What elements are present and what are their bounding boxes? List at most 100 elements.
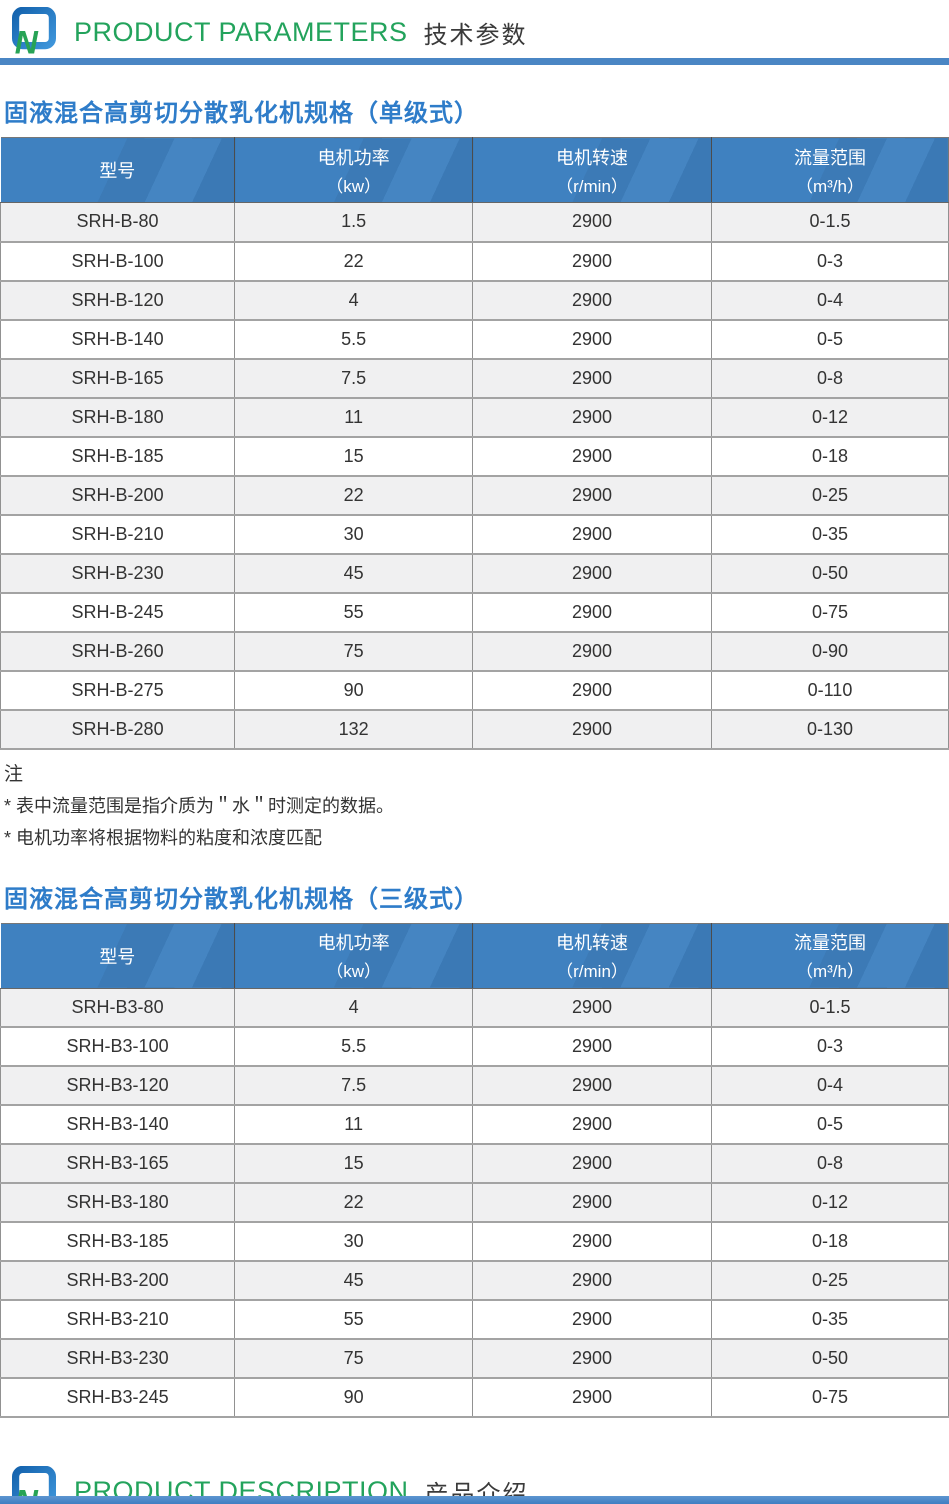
table-cell: 0-12	[710, 397, 949, 438]
table-cell: 0-35	[710, 1300, 949, 1340]
table-cell: 0-50	[710, 553, 949, 594]
header-cell: 型号	[0, 922, 236, 989]
table-cell: 0-110	[710, 670, 949, 711]
table-cell: 7.5	[234, 1066, 474, 1106]
table-cell: SRH-B3-80	[0, 988, 236, 1028]
table-cell: 15	[234, 436, 474, 477]
table-cell: 0-35	[710, 514, 949, 555]
table-cell: 0-90	[710, 631, 949, 672]
table-cell: SRH-B-200	[0, 475, 236, 516]
header-cell: 流量范围 （m³/h）	[711, 922, 949, 989]
note-label: 注	[4, 763, 24, 785]
table-cell: 5.5	[234, 1027, 474, 1067]
table-cell: SRH-B3-230	[0, 1339, 236, 1379]
header-cell: 电机转速 （r/min）	[472, 922, 712, 989]
table-cell: 2900	[472, 670, 712, 711]
table-row: SRH-B3-80 4 2900 0-1.5	[0, 988, 949, 1028]
table-body: SRH-B-80 1.5 2900 0-1.5 SRH-B-100 22 2900 0-3 SR…	[0, 202, 949, 750]
table-cell: 45	[234, 553, 474, 594]
table-row: SRH-B3-245 90 2900 0-75	[0, 1378, 949, 1418]
table-cell: 0-4	[710, 280, 949, 321]
footer-divider-rule	[0, 1496, 949, 1504]
table-cell: 0-130	[710, 709, 949, 750]
table-cell: SRH-B3-200	[0, 1261, 236, 1301]
table-cell: 132	[234, 709, 474, 750]
table-header: 型号 电机功率 （kw） 电机转速 （r/min） 流量范围 （m³/h）	[0, 137, 949, 203]
table-cell: 2900	[472, 988, 712, 1028]
svg-text:N: N	[15, 25, 39, 57]
table-cell: 0-25	[710, 475, 949, 516]
table-cell: 2900	[472, 1261, 712, 1301]
table-cell: 7.5	[234, 358, 474, 399]
table-cell: 0-50	[710, 1339, 949, 1379]
table-cell: SRH-B-180	[0, 397, 236, 438]
table-cell: SRH-B-245	[0, 592, 236, 633]
table-cell: SRH-B3-140	[0, 1105, 236, 1145]
table-row: SRH-B3-210 55 2900 0-35	[0, 1300, 949, 1340]
table-cell: 0-5	[710, 319, 949, 360]
table-cell: 0-3	[710, 241, 949, 282]
header-cell: 流量范围 （m³/h）	[711, 137, 949, 203]
note-item: * 表中流量范围是指介质为＂水＂时测定的数据。	[4, 795, 395, 816]
table-row: SRH-B-120 4 2900 0-4	[0, 280, 949, 321]
table-cell: SRH-B-260	[0, 631, 236, 672]
table-cell: 0-18	[710, 1222, 949, 1262]
header-title-en: PRODUCT PARAMETERS	[74, 16, 408, 47]
table-row: SRH-B3-100 5.5 2900 0-3	[0, 1027, 949, 1067]
table-row: SRH-B3-185 30 2900 0-18	[0, 1222, 949, 1262]
table-cell: 2900	[472, 1339, 712, 1379]
table-cell: 75	[234, 1339, 474, 1379]
table-row: SRH-B-260 75 2900 0-90	[0, 631, 949, 672]
table-cell: 0-75	[710, 1378, 949, 1418]
table-cell: 4	[234, 280, 474, 321]
table-cell: 0-8	[710, 358, 949, 399]
table-cell: 2900	[472, 1300, 712, 1340]
table-row: SRH-B-210 30 2900 0-35	[0, 514, 949, 555]
table-cell: SRH-B-210	[0, 514, 236, 555]
section-title-single-stage: 固液混合高剪切分散乳化机规格（单级式）	[4, 100, 479, 127]
table-cell: 90	[234, 670, 474, 711]
table-cell: 2900	[472, 709, 712, 750]
page-header: N PRODUCT PARAMETERS 技术参数	[0, 0, 949, 58]
table-cell: 22	[234, 241, 474, 282]
table-cell: SRH-B-80	[0, 202, 236, 243]
table-row: SRH-B3-200 45 2900 0-25	[0, 1261, 949, 1301]
table-cell: 55	[234, 1300, 474, 1340]
table-cell: 22	[234, 1183, 474, 1223]
table-cell: 4	[234, 988, 474, 1028]
table-row: SRH-B-80 1.5 2900 0-1.5	[0, 202, 949, 243]
table-cell: 2900	[472, 280, 712, 321]
table-cell: SRH-B3-210	[0, 1300, 236, 1340]
table-cell: SRH-B3-185	[0, 1222, 236, 1262]
table-cell: SRH-B-100	[0, 241, 236, 282]
header-cell: 电机转速 （r/min）	[472, 137, 712, 203]
table-row: SRH-B-140 5.5 2900 0-5	[0, 319, 949, 360]
table-cell: 2900	[472, 241, 712, 282]
single-stage-spec-table: 型号 电机功率 （kw） 电机转速 （r/min） 流量范围 （m³/h） SRH-B-80…	[0, 137, 949, 750]
table-row: SRH-B3-180 22 2900 0-12	[0, 1183, 949, 1223]
table-row: SRH-B3-165 15 2900 0-8	[0, 1144, 949, 1184]
table-cell: 1.5	[234, 202, 474, 243]
table-cell: 2900	[472, 202, 712, 243]
table-cell: 2900	[472, 1144, 712, 1184]
table-row: SRH-B-280 132 2900 0-130	[0, 709, 949, 750]
header-title-cn: 技术参数	[423, 21, 528, 49]
table-cell: SRH-B-165	[0, 358, 236, 399]
table-row: SRH-B-100 22 2900 0-3	[0, 241, 949, 282]
table-row: SRH-B3-140 11 2900 0-5	[0, 1105, 949, 1145]
table-cell: 0-5	[710, 1105, 949, 1145]
table-row: SRH-B-245 55 2900 0-75	[0, 592, 949, 633]
table-row: SRH-B-165 7.5 2900 0-8	[0, 358, 949, 399]
table-cell: 5.5	[234, 319, 474, 360]
table-header-row: 型号 电机功率 （kw） 电机转速 （r/min） 流量范围 （m³/h）	[0, 137, 949, 203]
header-divider-rule	[0, 58, 949, 65]
table-cell: SRH-B3-165	[0, 1144, 236, 1184]
table-header: 型号 电机功率 （kw） 电机转速 （r/min） 流量范围 （m³/h）	[0, 922, 949, 989]
table-row: SRH-B3-230 75 2900 0-50	[0, 1339, 949, 1379]
table-cell: 0-3	[710, 1027, 949, 1067]
table-cell: 0-25	[710, 1261, 949, 1301]
table-row: SRH-B-200 22 2900 0-25	[0, 475, 949, 516]
table-cell: 2900	[472, 1066, 712, 1106]
table-cell: 2900	[472, 319, 712, 360]
table-cell: 2900	[472, 592, 712, 633]
